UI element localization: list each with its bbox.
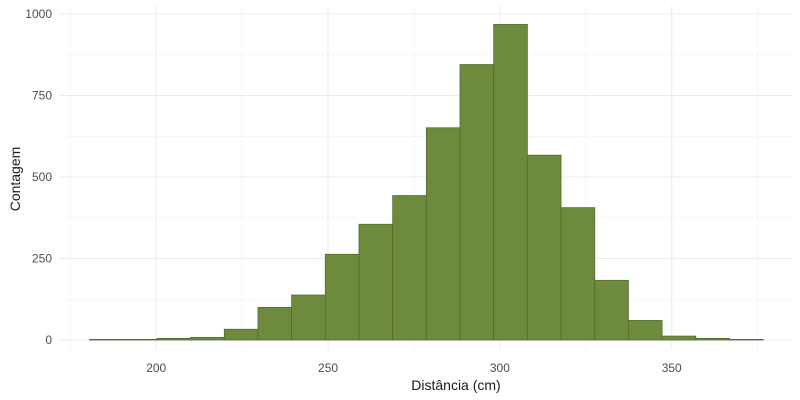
y-tick-label: 250 bbox=[32, 252, 52, 266]
histogram-bar bbox=[661, 335, 697, 341]
x-axis-tick-labels: 200 250 300 350 bbox=[146, 361, 682, 375]
y-axis-title: Contagem bbox=[7, 147, 23, 212]
histogram-bar bbox=[190, 336, 225, 341]
histogram-bar bbox=[156, 337, 191, 341]
histogram-bar bbox=[223, 328, 259, 341]
histogram-bar bbox=[729, 338, 764, 341]
histogram-bar bbox=[291, 294, 326, 341]
histogram-bar bbox=[459, 64, 495, 341]
x-axis-title: Distância (cm) bbox=[411, 377, 500, 393]
histogram-bar bbox=[392, 195, 427, 341]
histogram-bar bbox=[628, 320, 663, 341]
y-tick-label: 500 bbox=[32, 170, 52, 184]
y-axis-tick-labels: 0 250 500 750 1000 bbox=[25, 7, 52, 347]
histogram-bar bbox=[493, 24, 528, 341]
histogram-bar bbox=[358, 223, 394, 341]
histogram-bar bbox=[594, 279, 629, 341]
histogram-bar bbox=[89, 338, 124, 341]
histogram-bar bbox=[324, 253, 360, 341]
histogram-bar bbox=[560, 207, 596, 341]
x-tick-label: 350 bbox=[662, 361, 682, 375]
histogram-bars bbox=[89, 24, 764, 341]
y-tick-label: 1000 bbox=[25, 7, 52, 21]
histogram-bar bbox=[425, 127, 461, 341]
x-tick-label: 300 bbox=[490, 361, 510, 375]
y-tick-label: 750 bbox=[32, 89, 52, 103]
x-tick-label: 200 bbox=[146, 361, 166, 375]
histogram-bar bbox=[526, 154, 562, 341]
histogram-bar bbox=[695, 337, 730, 341]
y-tick-label: 0 bbox=[45, 333, 52, 347]
histogram-bar bbox=[122, 338, 158, 341]
x-tick-label: 250 bbox=[318, 361, 338, 375]
histogram-bar bbox=[257, 306, 293, 341]
